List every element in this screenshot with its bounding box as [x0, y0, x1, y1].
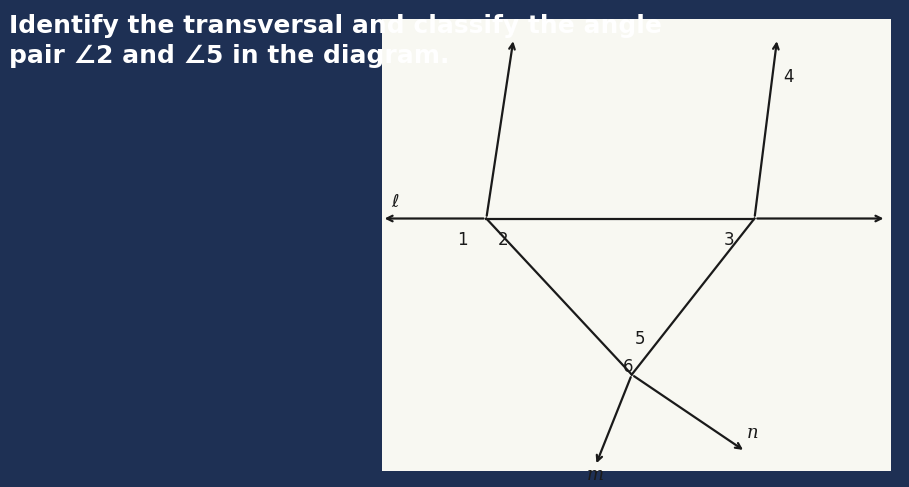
Bar — [382, 19, 891, 470]
Text: Identify the transversal and classify the angle
pair ∠2 and ∠5 in the diagram.: Identify the transversal and classify th… — [9, 15, 662, 68]
Text: m: m — [587, 466, 604, 484]
Text: $\ell$: $\ell$ — [391, 193, 400, 211]
Text: 5: 5 — [634, 330, 645, 348]
Text: 2: 2 — [498, 231, 509, 249]
Text: 4: 4 — [784, 68, 794, 86]
Text: 6: 6 — [623, 358, 634, 376]
Text: 3: 3 — [724, 231, 734, 249]
Text: 1: 1 — [457, 231, 468, 249]
Text: n: n — [747, 424, 758, 442]
